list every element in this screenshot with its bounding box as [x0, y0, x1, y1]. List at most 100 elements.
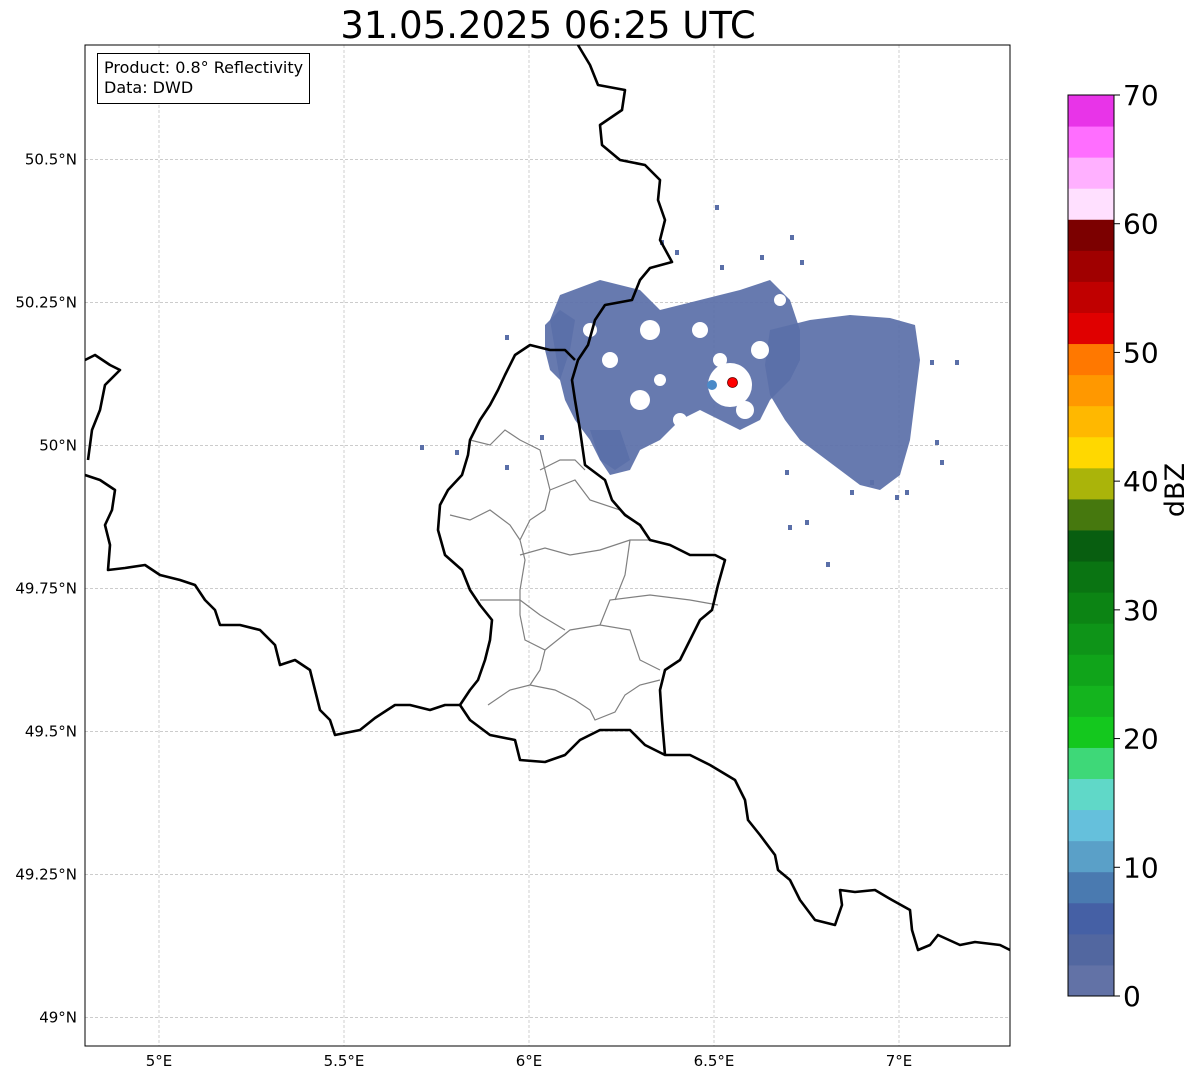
map-frame — [84, 44, 1011, 1047]
colorbar-segment — [1068, 498, 1114, 531]
colorbar-segment — [1068, 933, 1114, 966]
colorbar-segment — [1068, 561, 1114, 593]
lat-tick-label: 50.5°N — [25, 150, 77, 168]
echo-gap — [640, 320, 660, 340]
district-border-line — [487, 679, 661, 721]
echo-speckle — [788, 525, 792, 530]
colorbar-frame — [1067, 94, 1115, 997]
colorbar-segment — [1068, 529, 1114, 562]
colorbar-segment — [1068, 126, 1114, 158]
echo-gap — [602, 352, 618, 368]
colorbar-segment — [1068, 747, 1114, 780]
echo-area — [550, 280, 800, 475]
district-border-line — [614, 539, 631, 601]
echo-speckle — [905, 490, 909, 495]
echo-gap — [673, 413, 687, 427]
colorbar-segment — [1068, 343, 1114, 376]
colorbar-tick-label: 40 — [1123, 465, 1159, 498]
lat-tick-label: 49.5°N — [25, 722, 77, 740]
colorbar-tick-label: 50 — [1123, 336, 1159, 369]
radar-echoes — [420, 205, 959, 567]
district-border-line — [519, 539, 650, 556]
country-borders — [84, 44, 1011, 952]
colorbar-segment — [1068, 685, 1114, 717]
colorbar-segment — [1068, 592, 1114, 624]
map-title: 31.05.2025 06:25 UTC — [340, 4, 756, 47]
colorbar-segment — [1068, 809, 1114, 842]
district-border-line — [449, 509, 521, 541]
echo-speckle — [935, 440, 939, 445]
colorbar-tick-label: 30 — [1123, 594, 1159, 627]
echo-gap — [774, 294, 786, 306]
colorbar-segment — [1068, 778, 1114, 811]
echo-strong — [707, 380, 717, 390]
colorbar-segment — [1068, 250, 1114, 282]
latitude-tick-labels: 49°N 49.25°N 49.5°N 49.75°N 50°N 50.25°N 50.5°… — [15, 150, 77, 1026]
echo-speckle — [760, 255, 764, 260]
colorbar-segment — [1068, 623, 1114, 655]
colorbar-segment — [1068, 312, 1114, 345]
echo-speckle — [420, 445, 424, 450]
lat-tick-label: 50°N — [39, 436, 77, 454]
echo-speckle — [805, 520, 809, 525]
district-borders — [449, 429, 719, 721]
map-grid — [85, 45, 1010, 1046]
country-border-line — [570, 44, 727, 756]
echo-speckle — [930, 360, 934, 365]
echo-speckle — [955, 360, 959, 365]
colorbar-segment — [1068, 219, 1114, 251]
echo-speckle — [800, 260, 804, 265]
echo-gap — [736, 401, 754, 419]
colorbar-segment — [1068, 716, 1114, 748]
district-border-line — [469, 429, 661, 671]
echo-area — [590, 430, 630, 470]
colorbar-tick-label: 70 — [1123, 79, 1159, 112]
colorbar-segment — [1068, 467, 1114, 500]
echo-gap — [654, 374, 666, 386]
colorbar-segment — [1068, 871, 1114, 904]
lon-tick-label: 6°E — [516, 1052, 543, 1070]
echo-speckle — [505, 335, 509, 340]
colorbar-segment — [1068, 902, 1114, 935]
district-border-line — [599, 594, 719, 626]
legend-product: Product: 0.8° Reflectivity — [104, 58, 304, 77]
echo-speckle — [790, 235, 794, 240]
lat-tick-label: 49.25°N — [15, 865, 77, 883]
echo-gap — [713, 353, 727, 367]
colorbar-segment — [1068, 95, 1114, 127]
echo-gap — [692, 322, 708, 338]
colorbar-segment — [1068, 436, 1114, 469]
colorbar-segment — [1068, 964, 1114, 997]
country-border-line — [436, 343, 576, 706]
radar-site-dot — [727, 377, 738, 388]
echo-speckle — [455, 450, 459, 455]
echo-speckle — [505, 465, 509, 470]
echo-speckle — [940, 460, 944, 465]
lon-tick-label: 5.5°E — [324, 1052, 365, 1070]
product-legend: Product: 0.8° Reflectivity Data: DWD — [97, 53, 311, 104]
echo-speckle — [785, 470, 789, 475]
colorbar-segment — [1068, 157, 1114, 189]
echo-speckle — [675, 250, 679, 255]
district-border-line — [539, 459, 586, 471]
echo-gap — [751, 341, 769, 359]
colorbar-tick-label: 10 — [1123, 851, 1159, 884]
country-border-line — [458, 704, 1011, 952]
colorbar-label: dBZ — [1160, 462, 1191, 518]
echo-speckle — [540, 435, 544, 440]
colorbar-tick-label: 0 — [1123, 980, 1141, 1013]
colorbar-segment — [1068, 840, 1114, 873]
echo-speckle — [895, 495, 899, 500]
echo-gap — [630, 390, 650, 410]
district-border-line — [480, 599, 566, 631]
radar-site-marker — [727, 377, 738, 388]
country-border-line — [84, 353, 122, 461]
lat-tick-label: 49°N — [39, 1008, 77, 1026]
echo-area — [545, 310, 575, 380]
district-border-line — [529, 649, 546, 686]
colorbar-tick-label: 60 — [1123, 208, 1159, 241]
echo-speckle — [870, 480, 874, 485]
lon-tick-label: 5°E — [146, 1052, 173, 1070]
